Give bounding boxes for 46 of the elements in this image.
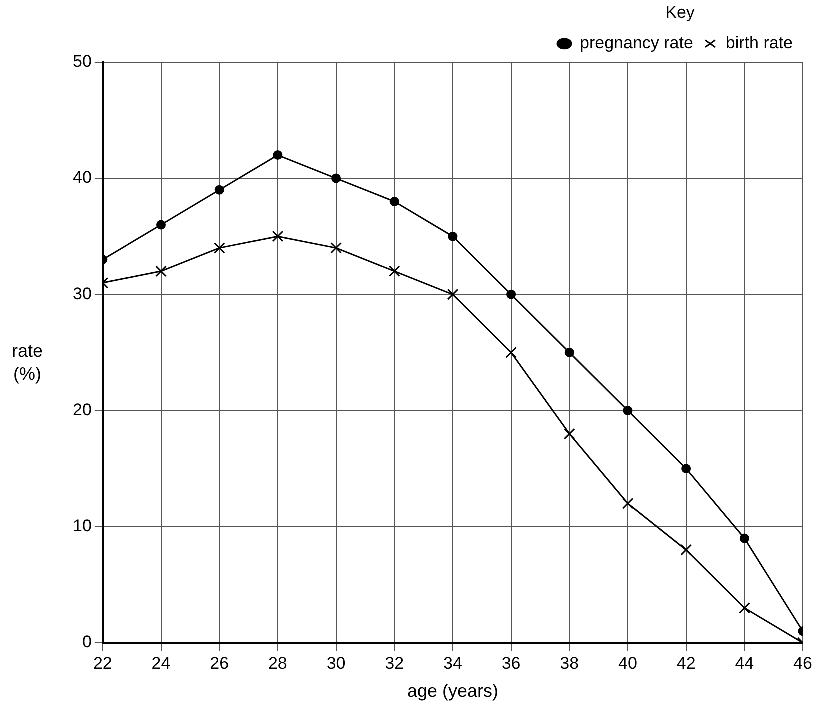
point: [332, 174, 342, 184]
x-tick-label: 40: [618, 654, 638, 673]
legend-title: Key: [666, 3, 696, 22]
x-tick-label: 24: [152, 654, 171, 673]
y-tick-label: 20: [72, 400, 92, 420]
x-tick-label: 44: [735, 654, 754, 673]
point: [272, 230, 284, 242]
x-tick-label: 46: [794, 654, 812, 673]
legend-label: pregnancy rate: [580, 34, 694, 53]
point: [564, 428, 576, 440]
point: [623, 406, 633, 416]
point: [330, 242, 342, 254]
x-tick-label: 38: [560, 654, 580, 673]
y-tick-label: 30: [72, 284, 92, 304]
point: [738, 602, 750, 614]
point: [506, 290, 516, 300]
point: [506, 347, 517, 358]
point: [214, 185, 224, 195]
point: [214, 242, 226, 254]
point: [390, 196, 400, 206]
point: [156, 220, 166, 230]
y-axis-title: rate (%): [12, 340, 44, 386]
point: [682, 464, 692, 474]
point: [564, 348, 574, 358]
point: [447, 288, 459, 300]
x-tick-label: 30: [326, 654, 346, 673]
y-tick-label: 10: [72, 516, 92, 536]
x-tick-label: 26: [210, 654, 230, 673]
y-tick-label: 40: [72, 168, 92, 188]
point: [622, 498, 634, 510]
y-tick-label: 0: [82, 632, 92, 652]
x-tick-label: 28: [268, 654, 288, 673]
point: [388, 266, 400, 278]
x-axis-title: age (years): [407, 681, 498, 702]
x-tick-label: 34: [443, 654, 462, 673]
point: [740, 534, 750, 544]
x-tick-label: 32: [385, 654, 404, 673]
point: [273, 150, 283, 160]
x-tick-label: 22: [93, 654, 112, 673]
x-tick-label: 36: [502, 654, 521, 673]
x-tick-label: 42: [676, 654, 696, 673]
point: [156, 266, 167, 278]
point: [680, 544, 692, 556]
legend-label: birth rate: [726, 34, 794, 53]
point: [448, 232, 458, 242]
y-tick-label: 50: [72, 52, 92, 72]
